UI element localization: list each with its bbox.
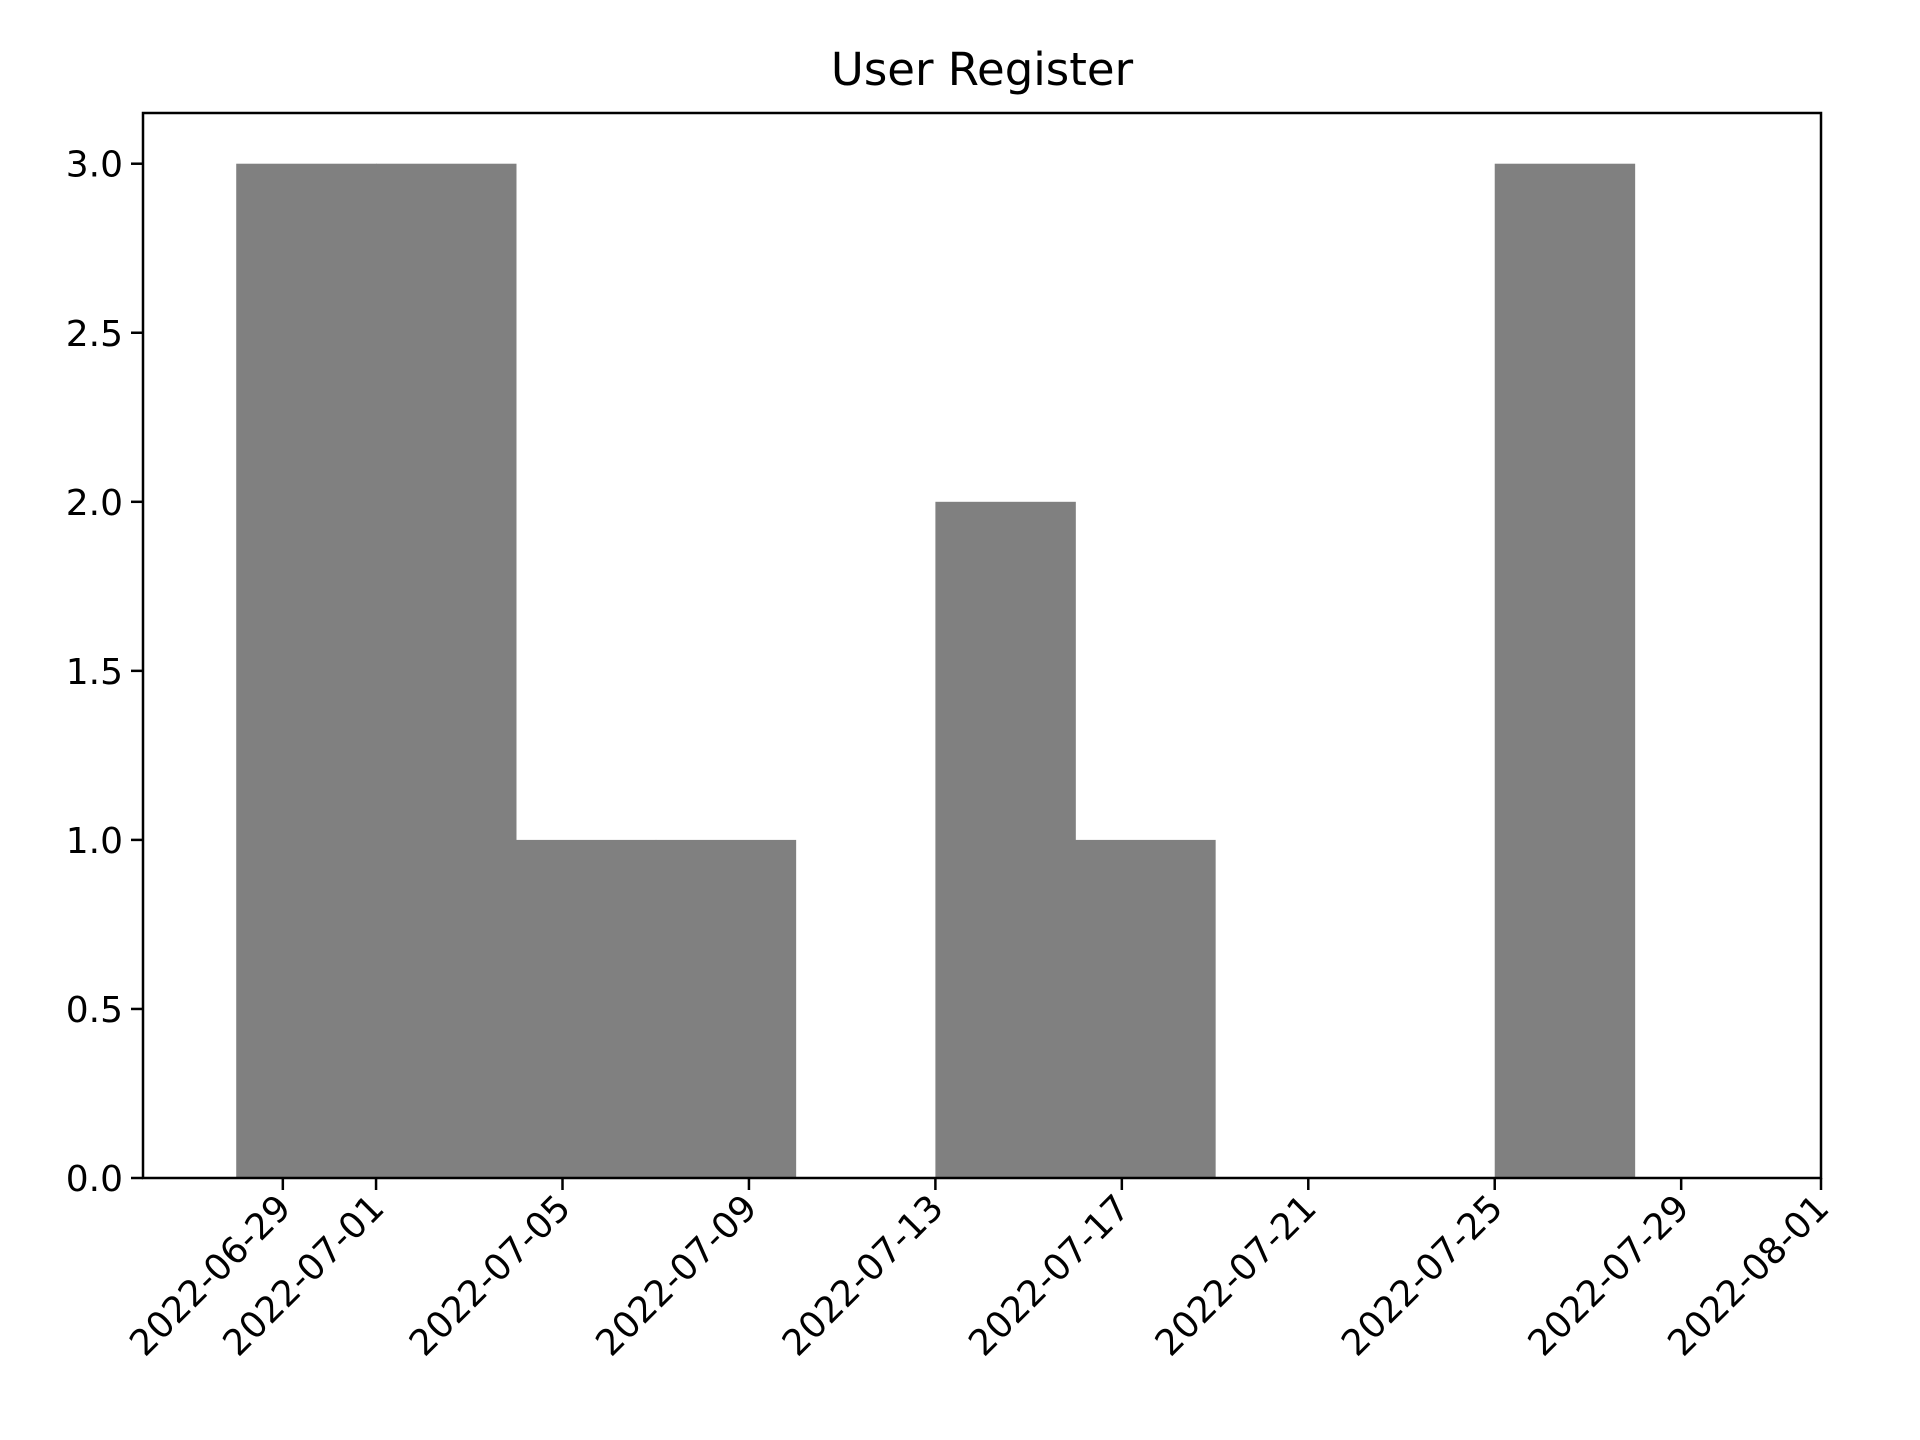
bar [236, 163, 377, 1178]
bars [236, 163, 1636, 1178]
bar [935, 501, 1076, 1178]
y-tick-label: 0.0 [66, 1159, 123, 1200]
y-tick-label: 2.5 [66, 314, 123, 355]
x-tick-label: 2022-07-13 [775, 1187, 952, 1364]
x-tick-label: 2022-07-09 [588, 1187, 765, 1364]
x-tick-label: 2022-07-17 [961, 1187, 1138, 1364]
y-tick-label: 1.0 [66, 821, 123, 862]
y-axis: 0.0 0.5 1.0 1.5 2.0 2.5 3.0 [66, 145, 143, 1200]
x-tick-label: 2022-07-05 [402, 1187, 579, 1364]
bar [655, 839, 797, 1178]
y-tick-label: 0.5 [66, 990, 123, 1031]
bar [515, 839, 657, 1178]
bar [376, 163, 517, 1178]
bar [1494, 163, 1636, 1178]
x-tick-label: 2022-07-01 [215, 1187, 392, 1364]
y-tick-label: 2.0 [66, 483, 123, 524]
x-tick-label: 2022-06-29 [122, 1187, 299, 1364]
plot-frame [141, 111, 1823, 1180]
y-tick-label: 1.5 [66, 652, 123, 693]
x-tick-label: 2022-07-21 [1148, 1187, 1325, 1364]
y-tick-label: 3.0 [66, 145, 123, 186]
bar [1075, 839, 1216, 1178]
x-tick-label: 2022-07-25 [1334, 1187, 1511, 1364]
chart-title: User Register [831, 43, 1134, 96]
